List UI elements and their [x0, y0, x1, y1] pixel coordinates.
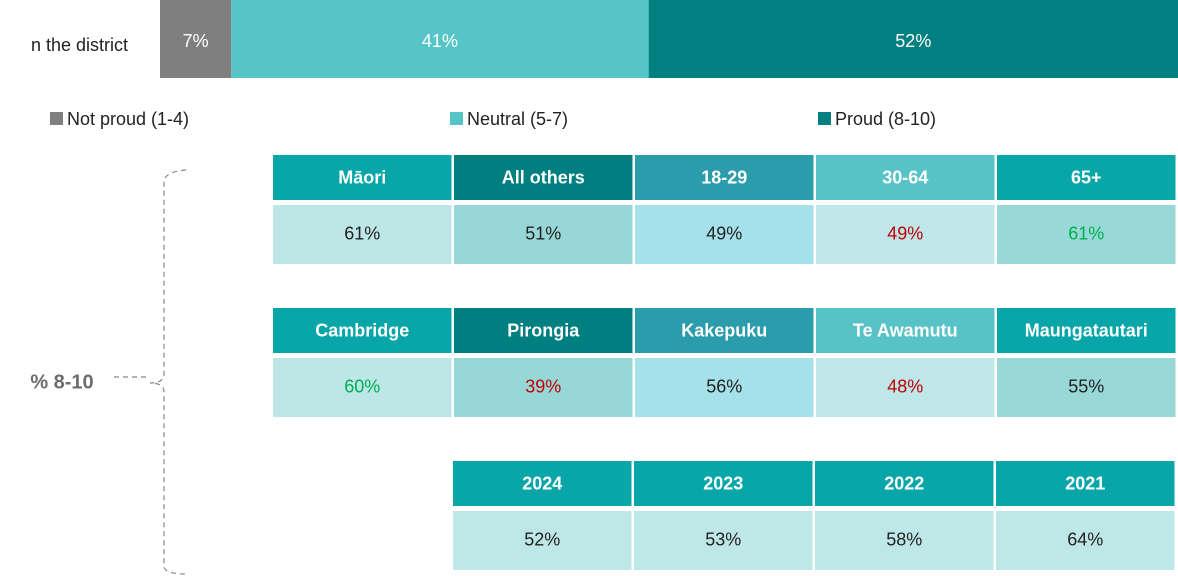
header-cell	[996, 461, 1175, 506]
value-cell	[454, 205, 633, 264]
header-text: 18-29	[701, 167, 747, 187]
legend-swatch	[818, 112, 831, 125]
value-text: 48%	[887, 376, 923, 396]
bar-segment	[231, 0, 649, 78]
value-label: 41%	[422, 31, 458, 51]
value-text: 52%	[524, 529, 560, 549]
value-cell	[454, 358, 633, 417]
value-label: 52%	[895, 31, 931, 51]
header-text: 65+	[1071, 167, 1102, 187]
legend-label: Proud (8-10)	[835, 109, 936, 129]
header-text: Māori	[338, 167, 386, 187]
value-text: 49%	[706, 223, 742, 243]
value-text: 61%	[344, 223, 380, 243]
value-cell	[453, 511, 632, 570]
bar-segment	[160, 0, 232, 78]
header-cell	[273, 308, 452, 353]
header-text: 30-64	[882, 167, 928, 187]
value-text: 64%	[1067, 529, 1103, 549]
value-cell	[816, 358, 995, 417]
legend-swatch	[450, 112, 463, 125]
header-cell	[997, 308, 1176, 353]
value-text: 49%	[887, 223, 923, 243]
value-cell	[997, 358, 1176, 417]
value-label: 7%	[183, 31, 209, 51]
header-text: Maungatautari	[1025, 320, 1148, 340]
value-text: 51%	[525, 223, 561, 243]
value-cell	[996, 511, 1175, 570]
header-cell	[816, 308, 995, 353]
value-cell	[273, 205, 452, 264]
header-text: 2022	[884, 473, 924, 493]
header-cell	[454, 155, 633, 200]
header-cell	[454, 308, 633, 353]
value-text: 56%	[706, 376, 742, 396]
legend-label: Neutral (5-7)	[467, 109, 568, 129]
bracket	[114, 169, 187, 575]
legend-label: Not proud (1-4)	[67, 109, 189, 129]
header-cell	[635, 308, 814, 353]
bar-segment	[648, 0, 1178, 78]
header-cell	[635, 155, 814, 200]
value-cell	[273, 358, 452, 417]
value-text: 61%	[1068, 223, 1104, 243]
value-cell	[635, 358, 814, 417]
legend-swatch	[50, 112, 63, 125]
header-text: Cambridge	[315, 320, 409, 340]
header-cell	[273, 155, 452, 200]
header-cell	[816, 155, 995, 200]
header-cell	[815, 461, 994, 506]
value-text: 60%	[344, 376, 380, 396]
value-text: 39%	[525, 376, 561, 396]
summary-label: % 8-10	[30, 371, 93, 393]
value-cell	[815, 511, 994, 570]
header-cell	[634, 461, 813, 506]
category-label: n the district	[31, 35, 128, 55]
header-text: 2023	[703, 473, 743, 493]
header-cell	[997, 155, 1176, 200]
value-text: 53%	[705, 529, 741, 549]
header-text: Te Awamutu	[853, 320, 958, 340]
header-text: 2024	[522, 473, 562, 493]
header-text: Pirongia	[507, 320, 580, 340]
header-cell	[453, 461, 632, 506]
value-cell	[816, 205, 995, 264]
header-text: All others	[502, 167, 585, 187]
value-text: 55%	[1068, 376, 1104, 396]
header-text: 2021	[1065, 473, 1105, 493]
value-cell	[634, 511, 813, 570]
header-text: Kakepuku	[681, 320, 767, 340]
value-cell	[635, 205, 814, 264]
value-cell	[997, 205, 1176, 264]
value-text: 58%	[886, 529, 922, 549]
